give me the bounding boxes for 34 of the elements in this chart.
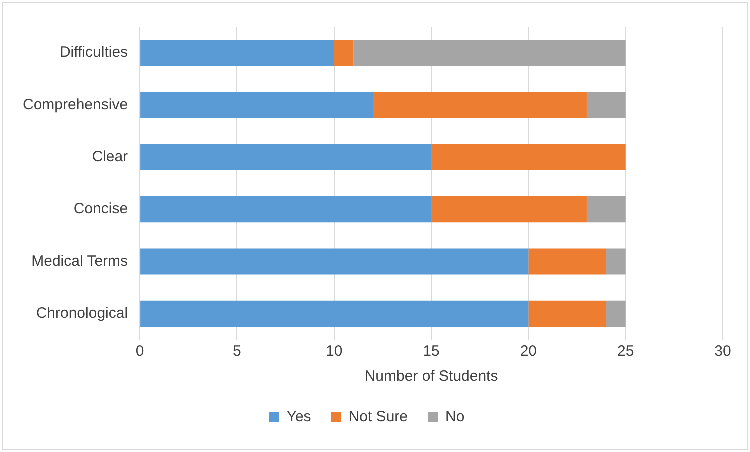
bar (606, 300, 626, 327)
bar (586, 92, 626, 118)
bar (140, 300, 529, 327)
legend-label: Yes (286, 408, 312, 426)
bar (140, 196, 432, 223)
x-tick-label: 10 (326, 343, 343, 360)
x-tick-label: 15 (423, 343, 440, 360)
bar (334, 40, 354, 66)
y-tick-label: Chronological (36, 305, 128, 322)
y-tick-label: Comprehensive (22, 96, 128, 114)
bar (586, 196, 626, 223)
x-tick-label: 25 (618, 343, 634, 360)
bar (140, 248, 529, 275)
bar (432, 196, 587, 223)
bar (140, 144, 432, 170)
x-axis-title: Number of Students (364, 368, 498, 386)
bar (373, 92, 587, 118)
bar (606, 248, 626, 275)
bar (140, 92, 374, 118)
x-tick-label: 5 (233, 343, 242, 360)
x-tick-label: 30 (714, 343, 732, 360)
legend-label: Not Sure (348, 408, 408, 426)
bar (528, 248, 606, 275)
bar (140, 40, 334, 66)
bar (432, 144, 626, 170)
x-tick-label: 0 (136, 343, 144, 360)
x-tick-label: 20 (520, 343, 538, 360)
legend-label: No (445, 408, 465, 426)
y-tick-label: Difficulties (60, 44, 128, 62)
y-tick-label: Medical Terms (32, 252, 128, 270)
y-tick-label: Concise (74, 200, 128, 218)
y-tick-label: Clear (92, 148, 128, 166)
bar (354, 40, 626, 66)
bar (528, 300, 606, 327)
